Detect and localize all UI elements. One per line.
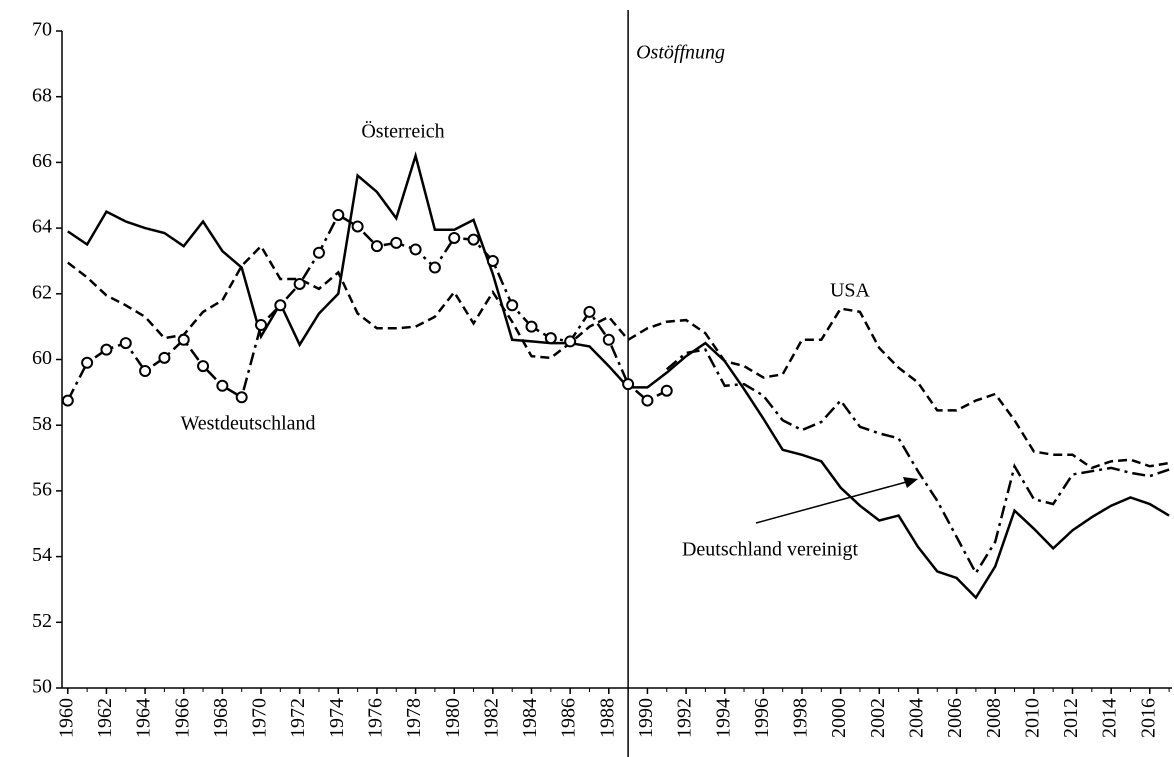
- series-marker: [641, 394, 654, 407]
- x-tick-label: 1976: [365, 698, 387, 738]
- x-tick-label: 1990: [635, 698, 657, 738]
- series-line: [66, 213, 668, 403]
- series-marker: [602, 333, 615, 346]
- series-marker: [622, 378, 635, 391]
- event-label: Ostöffnung: [636, 42, 725, 64]
- series-marker: [660, 384, 673, 397]
- series-marker: [448, 231, 461, 244]
- x-tick-label: 1988: [596, 698, 618, 738]
- series-marker: [312, 246, 325, 259]
- x-tick-label: 1984: [519, 698, 541, 738]
- x-tick-label: 1966: [171, 698, 193, 738]
- x-tick-label: 1960: [55, 698, 77, 738]
- series-marker: [100, 343, 113, 356]
- series-marker: [544, 332, 557, 345]
- y-tick-label: 62: [32, 281, 52, 303]
- series-marker: [390, 236, 403, 249]
- series-marker: [158, 351, 171, 364]
- y-tick-label: 56: [32, 478, 52, 500]
- series-marker: [525, 320, 538, 333]
- y-tick-label: 52: [32, 610, 52, 632]
- x-tick-label: 2004: [906, 698, 928, 738]
- series-marker: [81, 356, 94, 369]
- y-tick-label: 54: [32, 544, 52, 566]
- series-label: Deutschland vereinigt: [682, 539, 858, 561]
- x-tick-label: 1992: [674, 698, 696, 738]
- series-marker: [486, 254, 499, 267]
- annotation-arrow: [755, 480, 911, 524]
- series-marker: [293, 277, 306, 290]
- series-marker: [61, 394, 74, 407]
- series-marker: [216, 379, 229, 392]
- y-tick-label: 70: [32, 19, 52, 41]
- series-marker: [177, 333, 190, 346]
- y-tick-label: 64: [32, 216, 52, 238]
- arrow-head: [903, 477, 918, 488]
- series-marker: [467, 233, 480, 246]
- y-tick-label: 58: [32, 413, 52, 435]
- series-marker: [583, 305, 596, 318]
- series-marker: [332, 208, 345, 221]
- x-tick-label: 1962: [94, 698, 116, 738]
- x-tick-label: 1994: [712, 698, 734, 738]
- series-marker: [564, 335, 577, 348]
- x-tick-label: 1968: [210, 698, 232, 738]
- series-marker: [428, 261, 441, 274]
- series-label: Österreich: [361, 120, 444, 143]
- series-marker: [119, 337, 132, 350]
- series-marker: [197, 360, 210, 373]
- x-tick-label: 1964: [133, 698, 155, 738]
- x-tick-label: 1982: [480, 698, 502, 738]
- x-tick-label: 1972: [287, 698, 309, 738]
- x-tick-label: 1970: [249, 698, 271, 738]
- series-label: Westdeutschland: [180, 413, 315, 435]
- series-marker: [409, 243, 422, 256]
- x-tick-label: 1986: [558, 698, 580, 738]
- series-marker: [255, 319, 268, 332]
- series-line: [67, 244, 1170, 470]
- series-marker: [351, 220, 364, 233]
- y-tick-label: 50: [32, 676, 52, 698]
- x-tick-label: 1980: [442, 698, 464, 738]
- x-tick-label: 2012: [1060, 698, 1082, 738]
- x-tick-label: 1996: [751, 698, 773, 738]
- x-tick-label: 2000: [828, 698, 850, 738]
- x-tick-label: 2008: [983, 698, 1005, 738]
- series-marker: [506, 299, 519, 312]
- x-tick-label: 2006: [944, 698, 966, 738]
- series-marker: [274, 299, 287, 312]
- series-marker: [139, 364, 152, 377]
- series-label: USA: [830, 280, 871, 302]
- y-tick-label: 68: [32, 84, 52, 106]
- series-marker: [370, 240, 383, 253]
- x-tick-label: 1998: [790, 698, 812, 738]
- y-tick-label: 66: [32, 150, 52, 172]
- series-marker: [235, 391, 248, 404]
- series-line: [67, 151, 1170, 600]
- series-line: [665, 348, 1170, 576]
- x-tick-label: 1978: [403, 698, 425, 738]
- x-tick-label: 1974: [326, 698, 348, 738]
- x-tick-label: 2014: [1099, 698, 1121, 738]
- x-tick-label: 2002: [867, 698, 889, 738]
- x-tick-label: 2010: [1021, 698, 1043, 738]
- y-tick-label: 60: [32, 347, 52, 369]
- x-tick-label: 2016: [1137, 698, 1159, 738]
